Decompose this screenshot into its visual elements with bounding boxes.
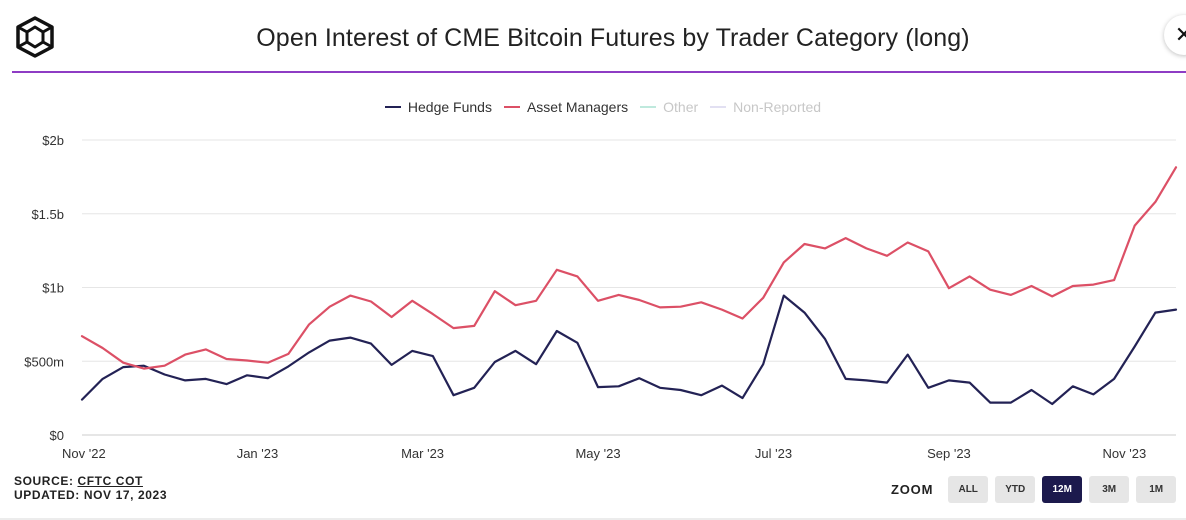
x-tick-label: Nov '22: [62, 446, 106, 461]
y-tick-label: $2b: [42, 133, 64, 148]
zoom-all-button[interactable]: ALL: [948, 476, 989, 503]
legend-swatch: [640, 106, 657, 108]
source-prefix: SOURCE:: [14, 474, 78, 488]
the-block-logo-icon: [16, 16, 54, 58]
x-tick-label: Mar '23: [401, 446, 444, 461]
y-tick-label: $1b: [42, 281, 64, 296]
y-tick-label: $1.5b: [31, 207, 64, 222]
header-divider: [12, 71, 1186, 73]
legend-label: Hedge Funds: [407, 99, 492, 115]
x-tick-label: Jul '23: [755, 446, 792, 461]
series-line-hedge-funds: [80, 294, 1178, 406]
close-icon: ✕: [1174, 22, 1186, 47]
legend-item-other[interactable]: Other: [640, 99, 698, 115]
line-chart: $0 $500m $1b $1.5b $2b Nov '22 Jan '23 Mar '23 M…: [24, 133, 1178, 461]
legend-swatch: [503, 106, 520, 108]
chart-title: Open Interest of CME Bitcoin Futures by …: [256, 24, 970, 52]
x-tick-label: May '23: [575, 446, 620, 461]
legend-label: Non-Reported: [733, 99, 822, 115]
y-tick-label: $500m: [24, 354, 64, 369]
close-button[interactable]: ✕: [1164, 15, 1186, 55]
x-tick-label: Sep '23: [927, 446, 971, 461]
chart-legend: Hedge Funds Asset Managers Other Non-Rep…: [0, 99, 1186, 115]
legend-item-non-reported[interactable]: Non-Reported: [710, 99, 821, 115]
x-tick-label: Jan '23: [237, 446, 279, 461]
series-line-asset-managers: [80, 166, 1178, 370]
zoom-1m-button[interactable]: 1M: [1136, 476, 1177, 503]
y-tick-label: $0: [50, 428, 64, 443]
source-line: SOURCE: CFTC COT: [14, 474, 167, 488]
legend-swatch: [384, 106, 401, 108]
zoom-controls: ZOOM ALL YTD 12M 3M 1M: [891, 476, 1177, 503]
legend-swatch: [710, 106, 727, 108]
bottom-border: [0, 518, 1186, 520]
legend-label: Other: [663, 99, 699, 115]
source-info: SOURCE: CFTC COT UPDATED: NOV 17, 2023: [14, 474, 167, 502]
zoom-3m-button[interactable]: 3M: [1089, 476, 1130, 503]
zoom-12m-button[interactable]: 12M: [1042, 476, 1083, 503]
source-link[interactable]: CFTC COT: [77, 474, 143, 488]
zoom-label: ZOOM: [891, 482, 934, 497]
updated-date: UPDATED: NOV 17, 2023: [14, 488, 168, 502]
zoom-ytd-button[interactable]: YTD: [995, 476, 1036, 503]
x-tick-label: Nov '23: [1103, 446, 1147, 461]
legend-label: Asset Managers: [526, 99, 629, 115]
legend-item-asset-managers[interactable]: Asset Managers: [503, 99, 629, 115]
legend-item-hedge-funds[interactable]: Hedge Funds: [384, 99, 492, 115]
